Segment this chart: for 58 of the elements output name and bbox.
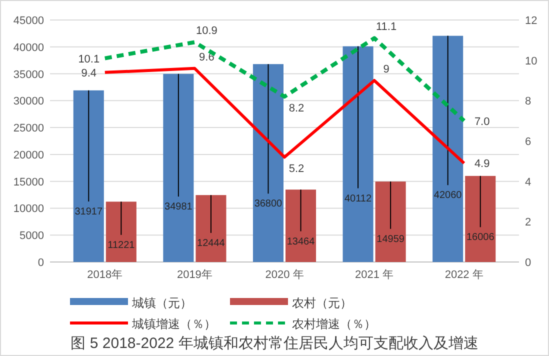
data-label: 40112 xyxy=(344,193,372,204)
data-label: 7.0 xyxy=(474,116,490,128)
y2-tick-label: 12 xyxy=(525,15,538,27)
data-label: 5.2 xyxy=(288,163,304,176)
y-tick-label: 35000 xyxy=(13,68,44,81)
data-label: 12444 xyxy=(197,238,226,249)
bar xyxy=(375,182,406,262)
line-series xyxy=(102,36,466,123)
bar xyxy=(432,36,464,262)
data-label: 31917 xyxy=(74,206,103,218)
data-label: 42060 xyxy=(434,190,462,202)
y-tick-label: 15000 xyxy=(13,176,44,188)
data-label: 16006 xyxy=(466,232,495,244)
data-label: 8.2 xyxy=(288,102,304,115)
y-tick-label: 45000 xyxy=(13,15,44,27)
y2-tick-label: 0 xyxy=(525,257,532,269)
x-tick-label: 2019年 xyxy=(176,269,212,281)
data-label: 13464 xyxy=(286,236,316,248)
text: 图 5 2018-2022 年城镇和农村常住居民人均可支配收入及增速 xyxy=(70,335,478,352)
data-label: 9.4 xyxy=(81,67,97,80)
y-tick-label: 10000 xyxy=(13,203,44,216)
y-tick-label: 25000 xyxy=(13,122,44,135)
legend-label: 城镇增速（％） xyxy=(131,317,216,331)
y-tick-label: 5000 xyxy=(20,230,44,242)
y-tick-label: 30000 xyxy=(13,96,44,108)
line-series xyxy=(103,66,466,165)
x-tick-label: 2020 年 xyxy=(265,269,304,281)
y2-tick-label: 2 xyxy=(525,216,532,229)
bar xyxy=(73,90,104,262)
bar xyxy=(196,195,226,262)
legend-label: 农村增速（％） xyxy=(292,317,376,331)
data-label: 14959 xyxy=(376,234,405,245)
bar xyxy=(106,202,136,262)
x-tick-label: 2018年 xyxy=(87,269,123,281)
bar xyxy=(163,74,194,262)
data-label: 10.1 xyxy=(78,53,100,66)
y2-tick-label: 4 xyxy=(525,176,532,188)
bar xyxy=(286,190,316,262)
y-tick-label: 20000 xyxy=(13,149,44,162)
x-tick-label: 2021 年 xyxy=(355,269,394,281)
data-label: 11.1 xyxy=(376,21,397,34)
x-tick-label: 2022 年 xyxy=(444,269,484,281)
bar xyxy=(342,46,374,262)
y-tick-label: 0 xyxy=(38,257,44,269)
bar xyxy=(252,64,284,262)
data-label: 10.9 xyxy=(196,25,218,38)
y-tick-label: 40000 xyxy=(13,42,44,54)
y2-tick-label: 6 xyxy=(525,136,532,148)
y2-tick-label: 8 xyxy=(525,96,532,108)
data-label: 11221 xyxy=(108,240,136,251)
bar xyxy=(465,176,496,262)
data-label: 34981 xyxy=(164,202,193,213)
y2-tick-label: 10 xyxy=(525,55,538,68)
legend-label: 城镇（元） xyxy=(131,296,192,310)
data-label: 9 xyxy=(383,64,390,76)
data-label: 4.9 xyxy=(474,158,490,170)
data-label: 36800 xyxy=(254,198,283,210)
legend-label: 农村（元） xyxy=(292,296,352,310)
